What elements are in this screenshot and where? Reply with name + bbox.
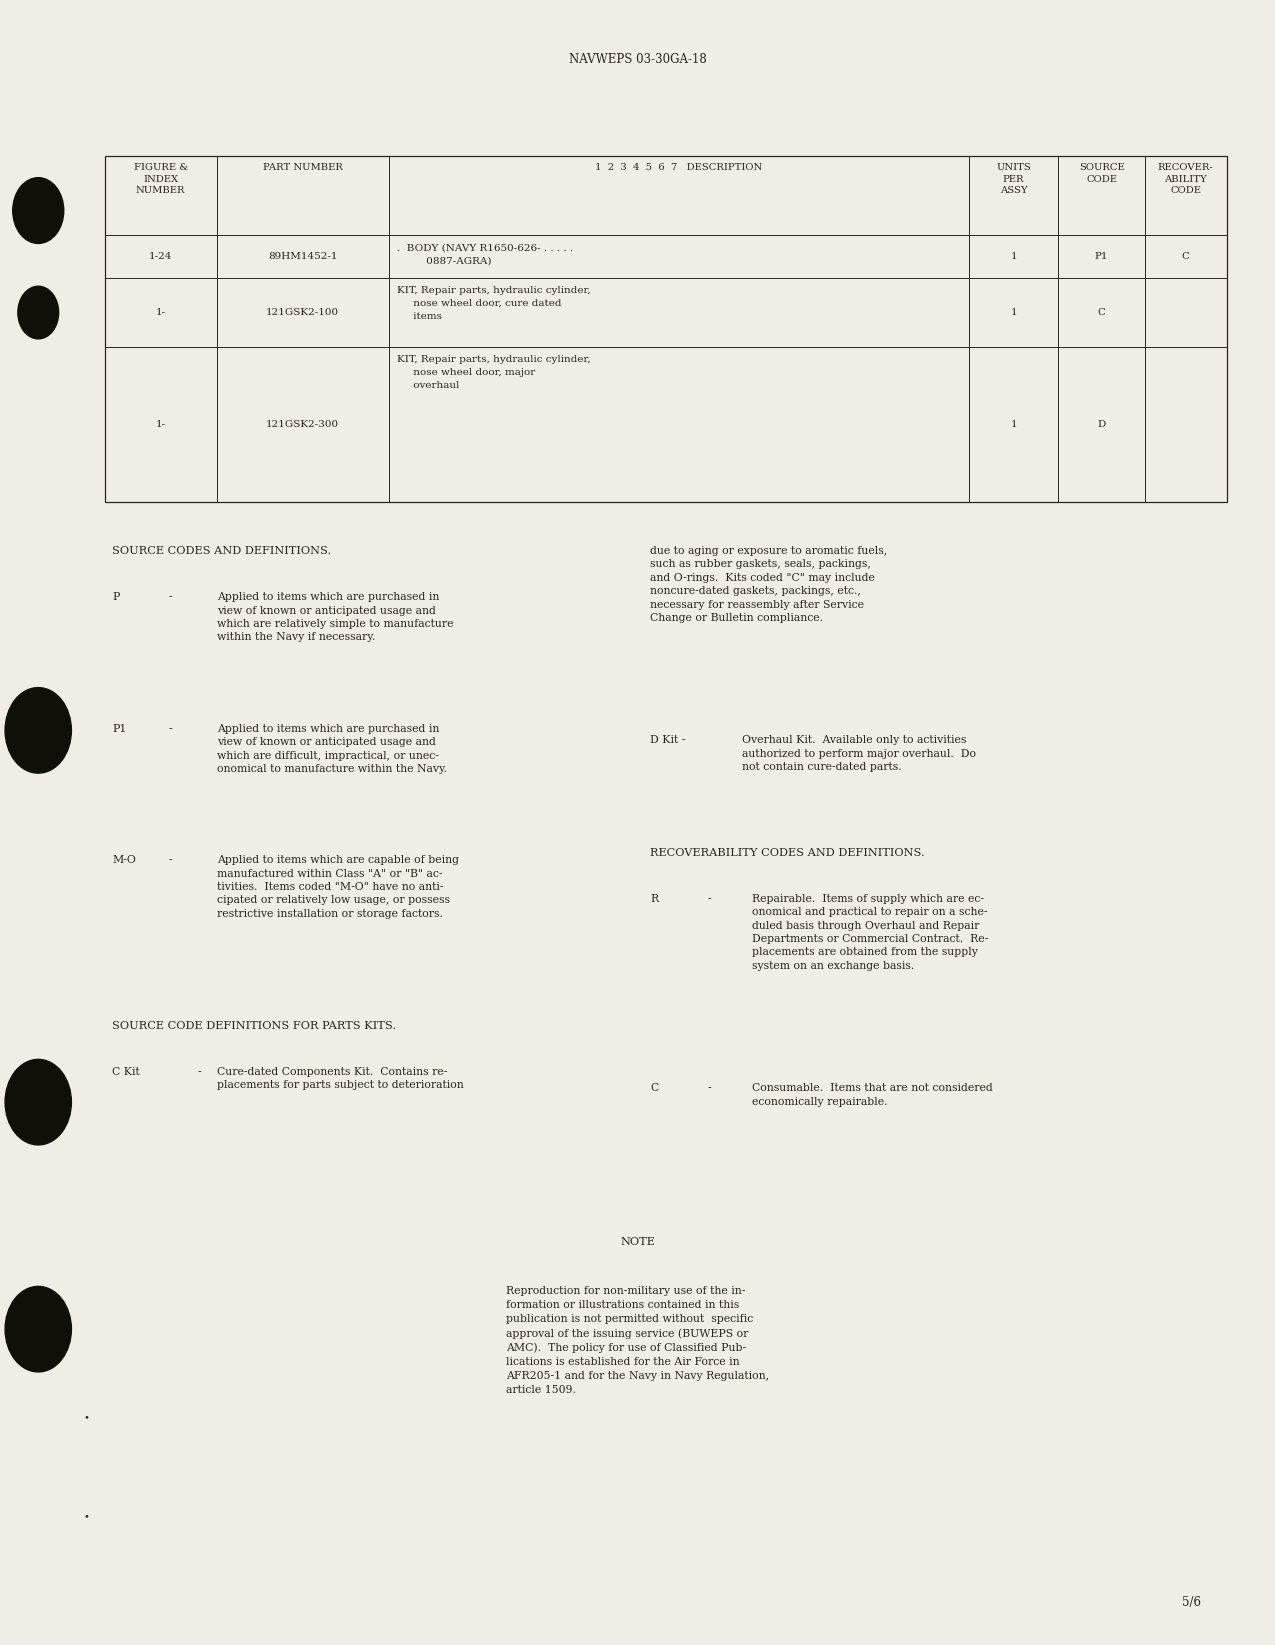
Text: 1-: 1-: [156, 419, 166, 429]
Text: •: •: [84, 1413, 89, 1423]
Text: KIT, Repair parts, hydraulic cylinder,
     nose wheel door, major
     overhaul: KIT, Repair parts, hydraulic cylinder, n…: [397, 355, 590, 390]
Text: FIGURE &
INDEX
NUMBER: FIGURE & INDEX NUMBER: [134, 163, 187, 196]
Circle shape: [18, 286, 59, 339]
Circle shape: [13, 178, 64, 243]
Text: KIT, Repair parts, hydraulic cylinder,
     nose wheel door, cure dated
     ite: KIT, Repair parts, hydraulic cylinder, n…: [397, 286, 590, 321]
Text: 1: 1: [1010, 419, 1017, 429]
Text: SOURCE CODES AND DEFINITIONS.: SOURCE CODES AND DEFINITIONS.: [112, 546, 332, 556]
Text: D: D: [1098, 419, 1105, 429]
Text: PART NUMBER: PART NUMBER: [263, 163, 343, 171]
Bar: [105, 156, 1227, 502]
Text: C Kit: C Kit: [112, 1066, 140, 1077]
Text: -: -: [168, 724, 172, 734]
Text: -: -: [198, 1066, 201, 1077]
Text: Consumable.  Items that are not considered
economically repairable.: Consumable. Items that are not considere…: [752, 1082, 993, 1107]
Text: .  BODY (NAVY R1650-626- . . . . .
         0887-AGRA): . BODY (NAVY R1650-626- . . . . . 0887-A…: [397, 243, 572, 265]
Text: 1: 1: [1010, 308, 1017, 317]
Text: -: -: [168, 855, 172, 865]
Text: P1: P1: [112, 724, 126, 734]
Circle shape: [5, 1286, 71, 1372]
Text: RECOVER-
ABILITY
CODE: RECOVER- ABILITY CODE: [1158, 163, 1214, 196]
Text: P: P: [112, 592, 120, 602]
Text: M-O: M-O: [112, 855, 136, 865]
Text: -: -: [708, 1082, 711, 1094]
Text: P1: P1: [1095, 252, 1108, 262]
Text: SOURCE
CODE: SOURCE CODE: [1079, 163, 1125, 184]
Circle shape: [5, 1059, 71, 1145]
Text: due to aging or exposure to aromatic fuels,
such as rubber gaskets, seals, packi: due to aging or exposure to aromatic fue…: [650, 546, 887, 623]
Text: Cure-dated Components Kit.  Contains re-
placements for parts subject to deterio: Cure-dated Components Kit. Contains re- …: [217, 1066, 464, 1091]
Circle shape: [5, 688, 71, 773]
Text: Reproduction for non-military use of the in-
formation or illustrations containe: Reproduction for non-military use of the…: [506, 1286, 769, 1395]
Text: 1-: 1-: [156, 308, 166, 317]
Text: NAVWEPS 03-30GA-18: NAVWEPS 03-30GA-18: [569, 53, 706, 66]
Text: UNITS
PER
ASSY: UNITS PER ASSY: [996, 163, 1031, 196]
Text: 5/6: 5/6: [1182, 1596, 1201, 1609]
Text: Repairable.  Items of supply which are ec-
onomical and practical to repair on a: Repairable. Items of supply which are ec…: [752, 895, 988, 971]
Text: Applied to items which are purchased in
view of known or anticipated usage and
w: Applied to items which are purchased in …: [217, 724, 446, 773]
Text: 1  2  3  4  5  6  7   DESCRIPTION: 1 2 3 4 5 6 7 DESCRIPTION: [595, 163, 762, 171]
Text: D Kit -: D Kit -: [650, 735, 686, 745]
Text: C: C: [650, 1082, 658, 1094]
Text: -: -: [708, 895, 711, 905]
Text: 89HM1452-1: 89HM1452-1: [268, 252, 338, 262]
Text: RECOVERABILITY CODES AND DEFINITIONS.: RECOVERABILITY CODES AND DEFINITIONS.: [650, 849, 924, 859]
Text: •: •: [84, 1512, 89, 1522]
Text: C: C: [1182, 252, 1190, 262]
Text: NOTE: NOTE: [620, 1237, 655, 1247]
Text: Applied to items which are capable of being
manufactured within Class "A" or "B": Applied to items which are capable of be…: [217, 855, 459, 920]
Text: R: R: [650, 895, 658, 905]
Text: 121GSK2-100: 121GSK2-100: [266, 308, 339, 317]
Text: 1: 1: [1010, 252, 1017, 262]
Text: Applied to items which are purchased in
view of known or anticipated usage and
w: Applied to items which are purchased in …: [217, 592, 453, 642]
Text: -: -: [168, 592, 172, 602]
Text: 1-24: 1-24: [149, 252, 172, 262]
Text: SOURCE CODE DEFINITIONS FOR PARTS KITS.: SOURCE CODE DEFINITIONS FOR PARTS KITS.: [112, 1020, 397, 1031]
Text: 121GSK2-300: 121GSK2-300: [266, 419, 339, 429]
Text: Overhaul Kit.  Available only to activities
authorized to perform major overhaul: Overhaul Kit. Available only to activiti…: [742, 735, 977, 772]
Text: C: C: [1098, 308, 1105, 317]
